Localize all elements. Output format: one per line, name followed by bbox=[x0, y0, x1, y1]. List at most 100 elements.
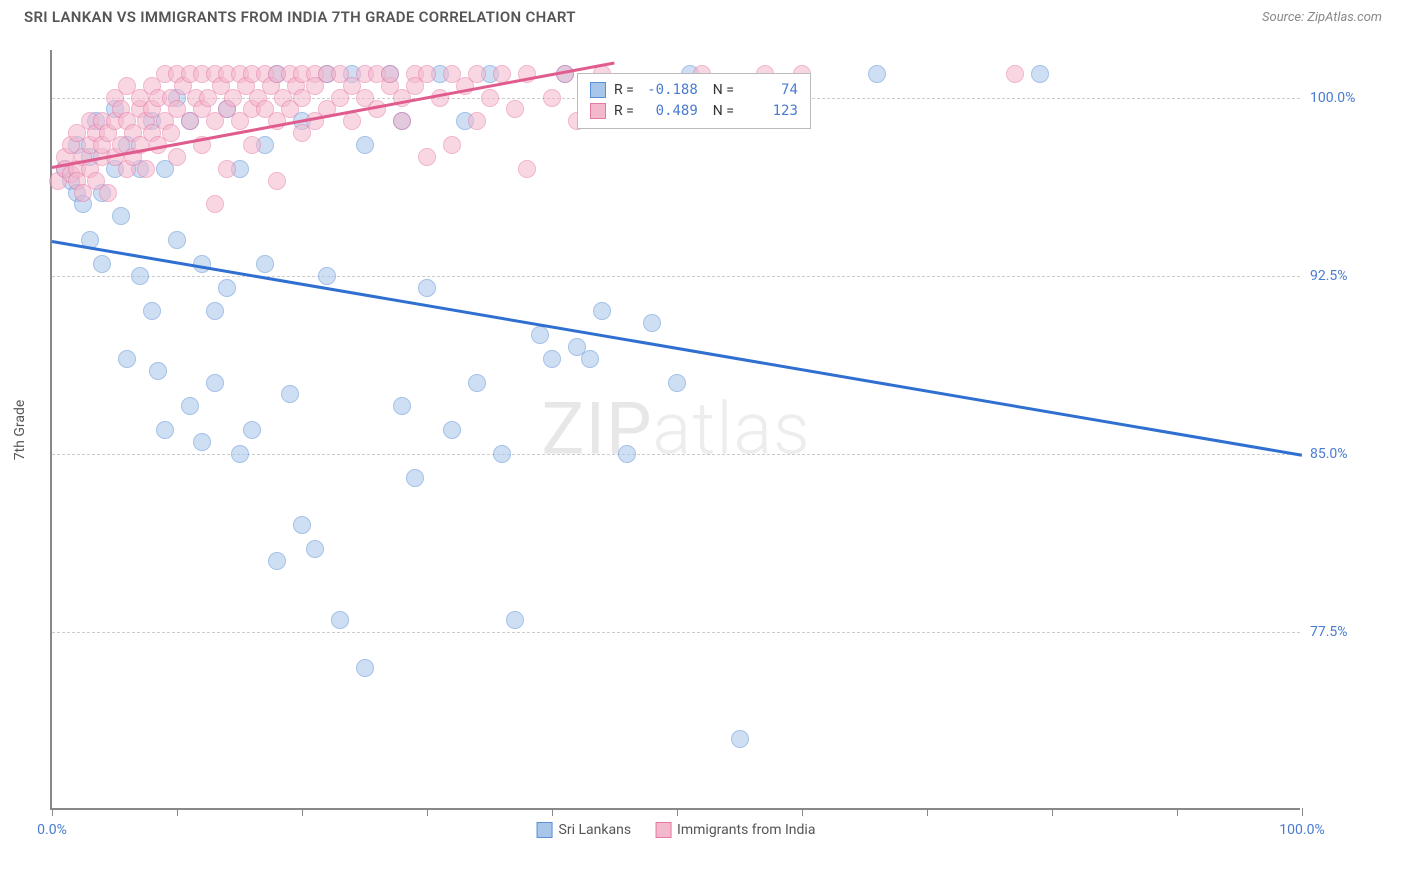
legend-swatch bbox=[590, 82, 606, 98]
scatter-point bbox=[393, 112, 411, 130]
scatter-point bbox=[418, 279, 436, 297]
legend-label: Immigrants from India bbox=[677, 822, 815, 838]
legend-swatch bbox=[655, 822, 671, 838]
scatter-point bbox=[156, 421, 174, 439]
y-tick-label: 77.5% bbox=[1310, 624, 1380, 640]
scatter-point bbox=[206, 195, 224, 213]
legend-swatch bbox=[537, 822, 553, 838]
scatter-point bbox=[506, 100, 524, 118]
scatter-point bbox=[168, 231, 186, 249]
x-tick-label: 100.0% bbox=[1279, 822, 1324, 838]
scatter-point bbox=[256, 255, 274, 273]
trend-line bbox=[52, 240, 1303, 457]
scatter-point bbox=[118, 350, 136, 368]
stat-r-label: R = bbox=[614, 80, 634, 101]
scatter-point bbox=[531, 326, 549, 344]
scatter-point bbox=[281, 385, 299, 403]
stat-r-value: 0.489 bbox=[642, 101, 698, 122]
gridline bbox=[52, 632, 1300, 633]
y-tick-label: 85.0% bbox=[1310, 446, 1380, 462]
scatter-point bbox=[443, 421, 461, 439]
scatter-point bbox=[356, 136, 374, 154]
chart-title: SRI LANKAN VS IMMIGRANTS FROM INDIA 7TH … bbox=[24, 8, 576, 26]
gridline bbox=[52, 276, 1300, 277]
scatter-point bbox=[331, 611, 349, 629]
legend-swatch bbox=[590, 103, 606, 119]
chart-source: Source: ZipAtlas.com bbox=[1262, 10, 1382, 25]
legend-item: Immigrants from India bbox=[655, 822, 815, 838]
scatter-point bbox=[318, 267, 336, 285]
scatter-point bbox=[618, 445, 636, 463]
bottom-legend: Sri Lankans Immigrants from India bbox=[537, 822, 816, 838]
stats-row: R = -0.188 N = 74 bbox=[590, 80, 798, 101]
x-tick bbox=[552, 808, 553, 816]
scatter-point bbox=[343, 112, 361, 130]
stat-n-value: 74 bbox=[742, 80, 798, 101]
x-tick bbox=[427, 808, 428, 816]
scatter-point bbox=[581, 350, 599, 368]
x-tick bbox=[1052, 808, 1053, 816]
scatter-point bbox=[293, 516, 311, 534]
scatter-point bbox=[112, 207, 130, 225]
scatter-point bbox=[393, 397, 411, 415]
y-tick-label: 92.5% bbox=[1310, 268, 1380, 284]
scatter-point bbox=[543, 350, 561, 368]
legend-item: Sri Lankans bbox=[537, 822, 632, 838]
scatter-point bbox=[506, 611, 524, 629]
scatter-point bbox=[131, 267, 149, 285]
chart-header: SRI LANKAN VS IMMIGRANTS FROM INDIA 7TH … bbox=[0, 0, 1406, 30]
stats-row: R = 0.489 N = 123 bbox=[590, 101, 798, 122]
x-tick bbox=[1177, 808, 1178, 816]
scatter-point bbox=[193, 433, 211, 451]
stat-n-label: N = bbox=[706, 101, 734, 122]
stat-r-value: -0.188 bbox=[642, 80, 698, 101]
scatter-point bbox=[268, 552, 286, 570]
scatter-point bbox=[149, 362, 167, 380]
y-tick-label: 100.0% bbox=[1310, 90, 1380, 106]
stat-n-value: 123 bbox=[742, 101, 798, 122]
scatter-point bbox=[306, 540, 324, 558]
scatter-plot: ZIPatlas 77.5%85.0%92.5%100.0%0.0%100.0%… bbox=[50, 50, 1300, 810]
scatter-point bbox=[218, 279, 236, 297]
stats-legend-box: R = -0.188 N = 74 R = 0.489 N = 123 bbox=[577, 73, 811, 129]
watermark: ZIPatlas bbox=[541, 387, 810, 472]
stat-r-label: R = bbox=[614, 101, 634, 122]
scatter-point bbox=[1031, 65, 1049, 83]
legend-label: Sri Lankans bbox=[559, 822, 632, 838]
x-tick bbox=[802, 808, 803, 816]
scatter-point bbox=[443, 136, 461, 154]
scatter-point bbox=[543, 89, 561, 107]
scatter-point bbox=[668, 374, 686, 392]
x-tick bbox=[927, 808, 928, 816]
scatter-point bbox=[231, 445, 249, 463]
scatter-point bbox=[518, 160, 536, 178]
scatter-point bbox=[162, 124, 180, 142]
x-tick bbox=[302, 808, 303, 816]
scatter-point bbox=[468, 112, 486, 130]
y-axis-label: 7th Grade bbox=[12, 400, 28, 461]
scatter-point bbox=[493, 445, 511, 463]
x-tick-label: 0.0% bbox=[37, 822, 67, 838]
scatter-point bbox=[356, 659, 374, 677]
x-tick bbox=[677, 808, 678, 816]
scatter-point bbox=[218, 160, 236, 178]
scatter-point bbox=[168, 148, 186, 166]
scatter-point bbox=[268, 172, 286, 190]
chart-area: ZIPatlas 77.5%85.0%92.5%100.0%0.0%100.0%… bbox=[50, 50, 1300, 810]
x-tick bbox=[177, 808, 178, 816]
scatter-point bbox=[593, 302, 611, 320]
scatter-point bbox=[206, 302, 224, 320]
x-tick bbox=[1302, 808, 1303, 816]
scatter-point bbox=[418, 65, 436, 83]
stat-n-label: N = bbox=[706, 80, 734, 101]
scatter-point bbox=[468, 374, 486, 392]
scatter-point bbox=[137, 160, 155, 178]
scatter-point bbox=[643, 314, 661, 332]
x-tick bbox=[52, 808, 53, 816]
scatter-point bbox=[181, 397, 199, 415]
scatter-point bbox=[381, 65, 399, 83]
scatter-point bbox=[1006, 65, 1024, 83]
scatter-point bbox=[243, 136, 261, 154]
scatter-point bbox=[99, 184, 117, 202]
scatter-point bbox=[868, 65, 886, 83]
